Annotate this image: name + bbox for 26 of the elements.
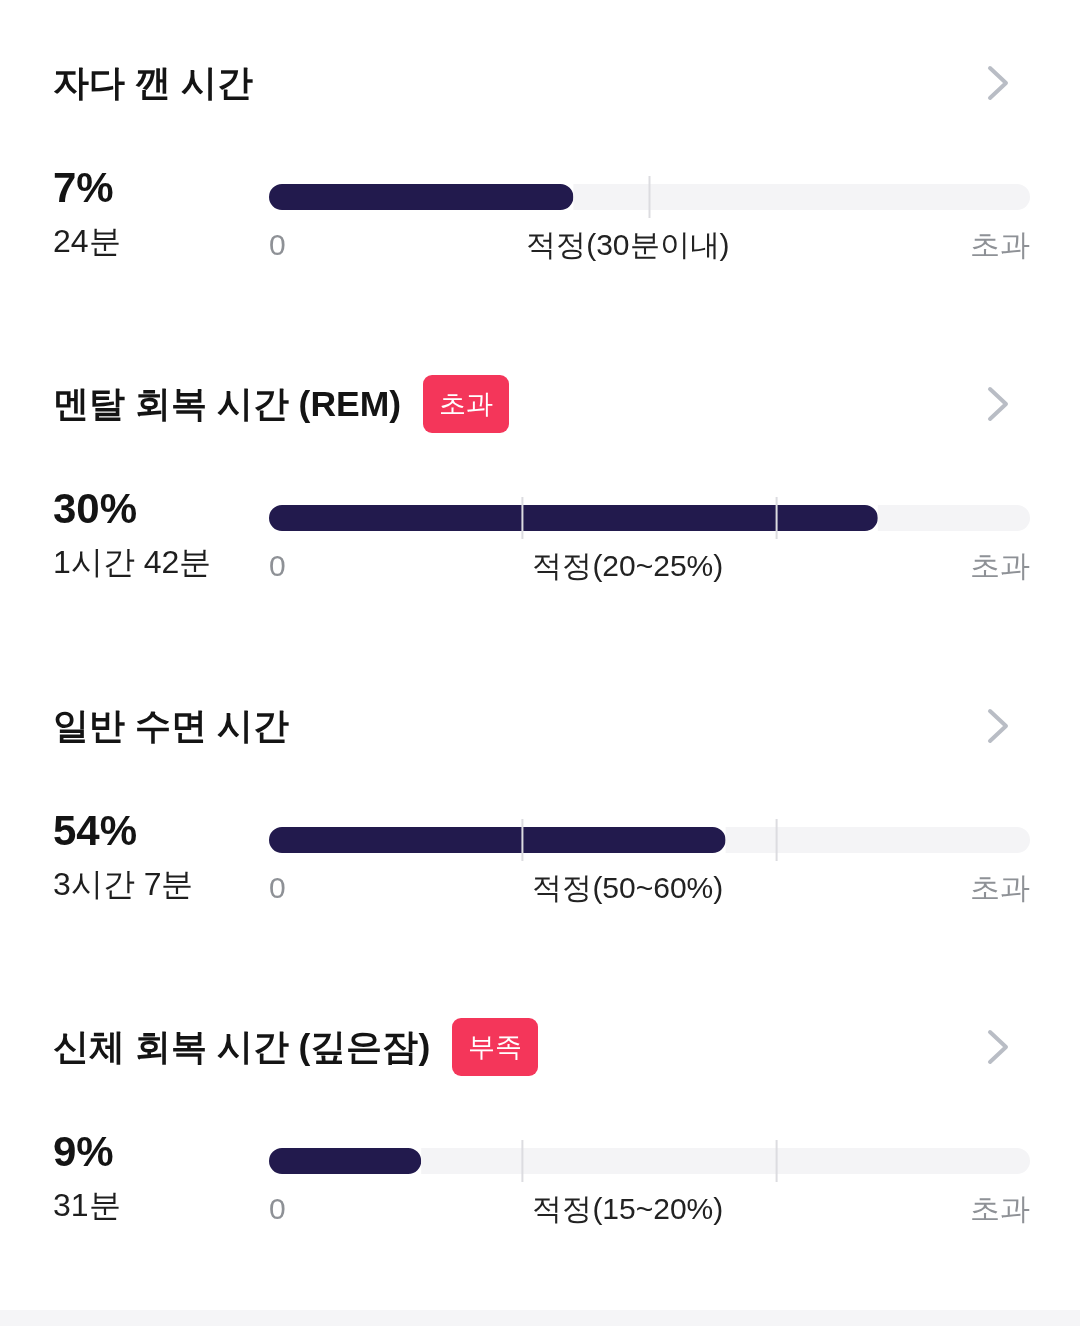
badge: 부족 <box>452 1017 539 1076</box>
chart-title: 일반 수면 시간 <box>53 704 289 748</box>
text: 초과 <box>969 1190 1030 1227</box>
text: 24분 <box>53 222 121 261</box>
text: 9% <box>53 1126 114 1177</box>
text: 1시간 42분 <box>53 543 212 583</box>
text: 적정(50~60%) <box>532 869 724 906</box>
text: 31분 <box>53 1185 121 1225</box>
chart-title: 자다 깬 시간 <box>53 62 253 105</box>
text: 적정(30분이내) <box>526 227 730 263</box>
text: 초과 <box>969 227 1030 263</box>
text: 0 <box>269 227 286 263</box>
chart-title: 멘탈 회복 시간 (REM) <box>53 383 402 427</box>
text: 0 <box>269 1190 286 1227</box>
badge: 초과 <box>423 375 510 434</box>
text: 3시간 7분 <box>53 864 194 904</box>
text: 초과 <box>969 869 1030 906</box>
text: 0 <box>269 869 286 906</box>
text: 7% <box>53 163 114 213</box>
text: 적정(15~20%) <box>532 1190 724 1227</box>
text: 0 <box>269 548 286 585</box>
text: 30% <box>53 484 138 535</box>
text: 초과 <box>969 548 1030 585</box>
text: 적정(20~25%) <box>532 548 724 585</box>
text: 54% <box>53 805 138 856</box>
chart-title: 신체 회복 시간 (깊은잠) <box>53 1025 431 1069</box>
